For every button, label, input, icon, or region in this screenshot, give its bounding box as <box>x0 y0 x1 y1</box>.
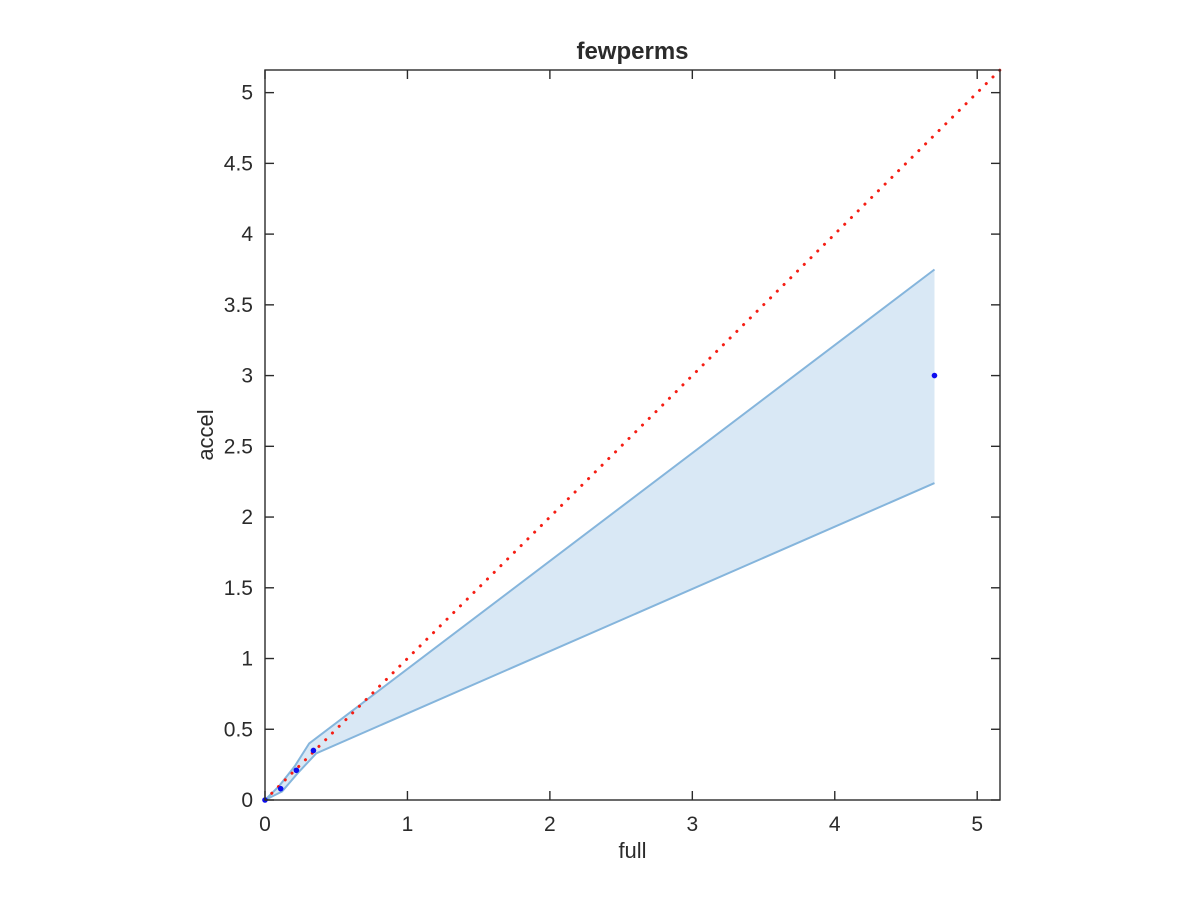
y-tick-label: 3 <box>241 365 253 388</box>
axis-ticks <box>264 70 1000 801</box>
confidence-band <box>264 268 936 801</box>
x-tick-label: 4 <box>829 813 841 836</box>
y-tick-label: 2.5 <box>224 435 253 458</box>
x-tick-label: 0 <box>259 813 271 836</box>
x-tick-label: 2 <box>544 813 556 836</box>
y-tick-label: 1.5 <box>224 577 253 600</box>
identity-line <box>263 68 1002 802</box>
y-tick-label: 5 <box>241 82 253 105</box>
y-tick-label: 0.5 <box>224 718 253 741</box>
axes-box <box>264 69 1001 801</box>
chart-title: fewperms <box>576 38 689 65</box>
y-tick-label: 4 <box>241 223 253 246</box>
x-tick-label: 1 <box>402 813 414 836</box>
x-tick-label: 3 <box>686 813 698 836</box>
y-tick-label: 3.5 <box>224 294 253 317</box>
y-axis-label: accel <box>193 409 218 461</box>
y-tick-label: 0 <box>241 789 253 812</box>
tick-labels: 0 1 2 3 4 5 0 0.5 1 1.5 2 2.5 3 3.5 4 4.5 5 <box>224 82 983 836</box>
data-points <box>262 372 938 803</box>
x-axis-label: full <box>618 838 647 863</box>
y-tick-label: 2 <box>241 506 253 529</box>
y-tick-label: 1 <box>241 648 253 671</box>
x-tick-label: 5 <box>971 813 983 836</box>
y-tick-label: 4.5 <box>224 152 253 175</box>
